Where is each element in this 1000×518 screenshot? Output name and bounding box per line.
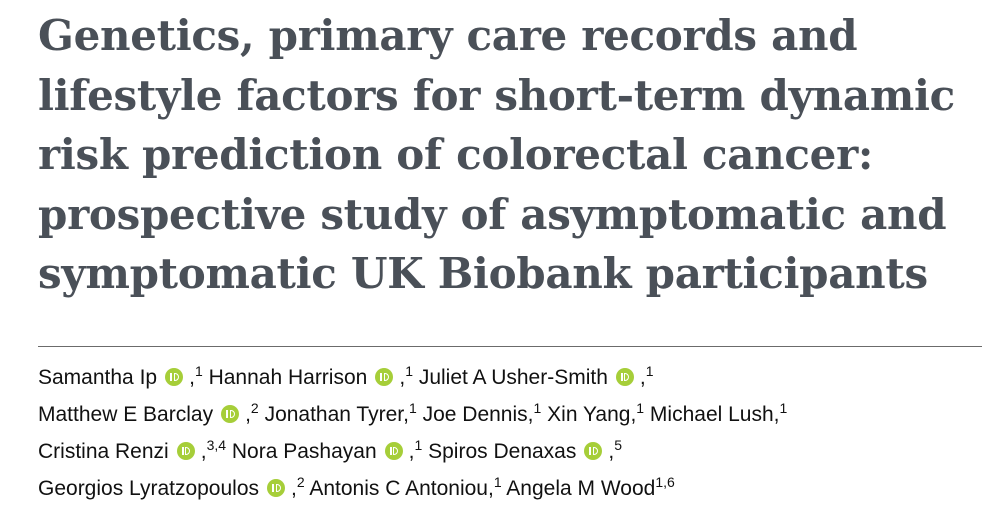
separator: , — [527, 403, 534, 426]
author: Juliet A Usher-Smith ,1 — [418, 363, 654, 389]
title-line: lifestyle factors for short-term dynamic — [38, 70, 955, 120]
separator: , — [245, 403, 251, 426]
separator: , — [189, 366, 195, 389]
author-line: Georgios Lyratzopoulos ,2 Antonis C Anton… — [38, 467, 787, 504]
author: Michael Lush,1 — [649, 400, 788, 426]
affiliation: 1 — [533, 400, 542, 416]
separator: , — [408, 440, 415, 463]
affiliation: 1 — [408, 400, 417, 416]
separator: , — [487, 477, 494, 500]
separator: , — [630, 403, 637, 426]
title: Genetics, primary care records and lifest… — [38, 6, 955, 304]
author: Cristina Renzi ,3,4 — [38, 437, 227, 463]
author-name[interactable]: Spiros Denaxas — [428, 440, 577, 463]
affiliation: 1 — [414, 437, 423, 453]
title-line: symptomatic UK Biobank participants — [38, 249, 928, 298]
author-list: Samantha Ip ,1 Hannah Harrison ,1 Juliet A… — [38, 356, 787, 504]
title-line: prospective study of asymptomatic and — [38, 189, 947, 239]
author-name[interactable]: Xin Yang — [547, 403, 631, 426]
author: Georgios Lyratzopoulos ,2 — [38, 474, 305, 500]
author: Samantha Ip ,1 — [38, 363, 203, 389]
affiliation: 1 — [645, 363, 654, 379]
author: Jonathan Tyrer,1 — [264, 400, 417, 426]
affiliation: 1 — [405, 363, 413, 379]
title-line: Genetics, primary care records and — [38, 11, 858, 60]
author-name[interactable]: Nora Pashayan — [231, 440, 377, 463]
separator: , — [608, 440, 615, 463]
author: Xin Yang,1 — [547, 400, 645, 426]
author: Joe Dennis,1 — [422, 400, 542, 426]
author-name[interactable]: Juliet A Usher-Smith — [418, 366, 608, 389]
author-line: Matthew E Barclay ,2 Jonathan Tyrer,1 Joe… — [38, 393, 787, 430]
orcid-icon[interactable] — [165, 368, 184, 386]
author-name[interactable]: Joe Dennis — [422, 403, 528, 426]
author-name[interactable]: Cristina Renzi — [38, 440, 169, 463]
title-line: risk prediction of colorectal cancer: — [38, 130, 874, 179]
author: Nora Pashayan ,1 — [231, 437, 423, 463]
author: Matthew E Barclay ,2 — [38, 400, 259, 426]
affiliation: 5 — [614, 437, 623, 453]
affiliation: 1 — [194, 363, 203, 379]
orcid-icon[interactable] — [375, 368, 394, 386]
author-name[interactable]: Matthew E Barclay — [38, 403, 214, 426]
author-name[interactable]: Michael Lush — [649, 403, 774, 426]
author-name[interactable]: Samantha Ip — [38, 366, 158, 389]
affiliation: 1 — [636, 400, 645, 416]
affiliation: 3,4 — [206, 437, 227, 453]
orcid-icon[interactable] — [615, 368, 634, 386]
author: Angela M Wood1,6 — [506, 474, 675, 500]
author-name[interactable]: Antonis C Antoniou — [309, 477, 488, 500]
author-line: Cristina Renzi ,3,4 Nora Pashayan ,1 Spiro… — [38, 430, 787, 467]
separator: , — [399, 366, 406, 389]
separator: , — [291, 477, 297, 500]
orcid-icon[interactable] — [176, 442, 195, 460]
author-name[interactable]: Georgios Lyratzopoulos — [38, 477, 260, 500]
orcid-icon[interactable] — [584, 442, 603, 460]
separator: , — [639, 366, 646, 389]
orcid-icon[interactable] — [221, 405, 240, 423]
affiliation: 2 — [250, 400, 259, 416]
affiliation: 2 — [296, 474, 305, 490]
affiliation: 1,6 — [655, 474, 675, 490]
separator: , — [403, 403, 409, 426]
separator: , — [773, 403, 780, 426]
orcid-icon[interactable] — [384, 442, 403, 460]
author-name[interactable]: Jonathan Tyrer — [264, 403, 404, 426]
author-name[interactable]: Hannah Harrison — [208, 366, 368, 389]
affiliation: 1 — [493, 474, 502, 490]
separator: , — [200, 440, 207, 463]
orcid-icon[interactable] — [267, 479, 286, 497]
author-name[interactable]: Angela M Wood — [506, 477, 656, 500]
author-line: Samantha Ip ,1 Hannah Harrison ,1 Juliet A… — [38, 356, 787, 393]
author: Spiros Denaxas ,5 — [428, 437, 623, 463]
affiliation: 1 — [779, 400, 788, 416]
author: Hannah Harrison ,1 — [208, 363, 413, 389]
author: Antonis C Antoniou,1 — [309, 474, 502, 500]
divider — [38, 346, 982, 347]
